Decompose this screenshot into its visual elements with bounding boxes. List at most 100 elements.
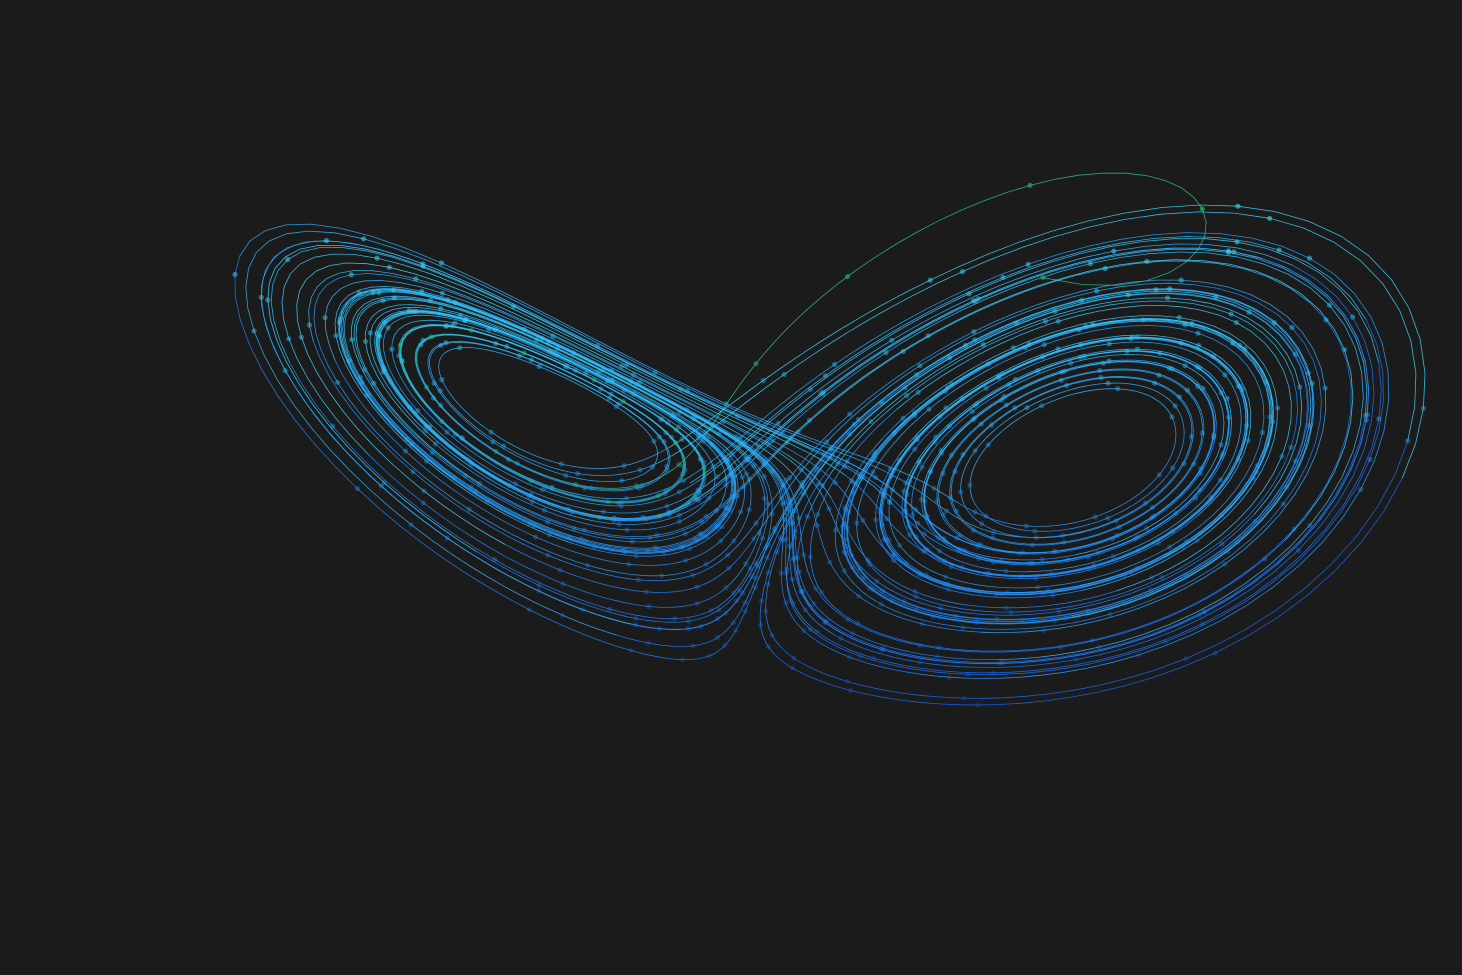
- trajectory-segment: [901, 485, 1199, 580]
- trajectory-point: [1195, 383, 1201, 389]
- trajectory-point: [1032, 528, 1038, 534]
- trajectory-point: [888, 473, 894, 479]
- trajectory-point: [445, 297, 451, 303]
- trajectory-segment: [881, 457, 1263, 595]
- trajectory-point: [1042, 318, 1048, 324]
- trajectory-segment: [810, 408, 898, 614]
- trajectory-segment: [527, 332, 785, 552]
- trajectory-point: [910, 511, 916, 518]
- trajectory-point: [737, 435, 744, 441]
- trajectory-point: [462, 317, 468, 323]
- trajectory-segment: [786, 464, 832, 633]
- trajectory-point: [787, 543, 793, 549]
- trajectory-point: [891, 430, 897, 436]
- trajectory-point: [1029, 542, 1035, 548]
- trajectory-segment: [416, 354, 662, 491]
- trajectory-point: [672, 616, 678, 622]
- trajectory-point: [917, 363, 923, 369]
- trajectory-segment: [924, 361, 1129, 546]
- trajectory-point: [774, 549, 780, 555]
- trajectory-point: [719, 524, 725, 530]
- trajectory-point: [807, 386, 814, 392]
- trajectory-point: [723, 584, 729, 591]
- trajectory-point: [1079, 583, 1085, 589]
- trajectory-point: [693, 414, 699, 420]
- trajectory-point: [378, 483, 384, 489]
- trajectory-segment: [899, 288, 1315, 619]
- trajectory-point: [1035, 368, 1041, 374]
- trajectory-point: [937, 414, 943, 420]
- trajectory-point: [780, 481, 786, 488]
- trajectory-point: [1309, 380, 1315, 386]
- trajectory-point: [1096, 644, 1102, 650]
- trajectory-point: [840, 523, 846, 530]
- trajectory-segment: [506, 454, 707, 522]
- trajectory-point: [608, 367, 615, 373]
- trajectory-point: [734, 598, 740, 604]
- trajectory-point: [758, 598, 765, 604]
- trajectory-point: [782, 500, 788, 506]
- trajectory-point: [620, 398, 626, 404]
- trajectory-point: [282, 368, 288, 374]
- trajectory-point: [906, 524, 912, 530]
- trajectory-point: [975, 296, 981, 302]
- trajectory-point: [631, 372, 637, 378]
- trajectory-point: [600, 509, 607, 515]
- trajectory-point: [714, 616, 721, 622]
- trajectory-point: [713, 524, 720, 530]
- trajectory-segment: [882, 305, 1309, 621]
- trajectory-point: [468, 327, 474, 333]
- trajectory-point: [936, 644, 942, 651]
- trajectory-point: [1219, 541, 1225, 547]
- trajectory-point: [361, 367, 368, 373]
- trajectory-point: [753, 520, 759, 526]
- trajectory-point: [459, 435, 465, 441]
- trajectory-point: [1083, 323, 1089, 329]
- trajectory-point: [426, 424, 433, 430]
- trajectory-point: [1052, 308, 1058, 314]
- trajectory-point: [1271, 320, 1277, 326]
- trajectory-point: [755, 563, 761, 569]
- trajectory-point: [739, 474, 745, 480]
- trajectory-point: [815, 511, 821, 518]
- trajectory-point: [673, 440, 679, 446]
- trajectory-point: [783, 570, 789, 576]
- trajectory-point: [726, 565, 732, 571]
- trajectory-point: [621, 463, 627, 469]
- trajectory-point: [752, 584, 758, 591]
- trajectory-point: [722, 610, 729, 616]
- trajectory-point: [370, 289, 376, 296]
- trajectory-point: [798, 466, 804, 473]
- trajectory-point: [677, 409, 683, 415]
- trajectory-point: [901, 488, 907, 494]
- trajectory-point: [464, 456, 470, 462]
- trajectory-segment: [438, 296, 796, 538]
- trajectory-segment: [969, 388, 1173, 501]
- trajectory-point: [788, 434, 794, 440]
- trajectory-point: [725, 457, 731, 463]
- trajectory-point: [930, 613, 936, 620]
- trajectory-point: [787, 475, 793, 481]
- trajectory-segment: [724, 249, 1368, 481]
- trajectory-point: [697, 531, 703, 537]
- trajectory-point: [606, 395, 612, 401]
- trajectory-point: [251, 328, 257, 334]
- trajectory-point: [1027, 182, 1033, 188]
- trajectory-point: [759, 535, 766, 541]
- trajectory-point: [1197, 612, 1203, 618]
- trajectory-point: [463, 316, 470, 323]
- trajectory-point: [468, 484, 474, 490]
- trajectory-point: [787, 501, 793, 507]
- trajectory-point: [1217, 477, 1224, 483]
- trajectory-point: [639, 483, 645, 489]
- trajectory-point: [1211, 434, 1217, 441]
- trajectory-segment: [391, 319, 716, 485]
- trajectory-point: [850, 630, 856, 636]
- trajectory-point: [713, 507, 719, 514]
- trajectory-point: [953, 508, 959, 514]
- trajectory-point: [484, 499, 490, 505]
- trajectory-point: [960, 624, 966, 630]
- trajectory-point: [884, 516, 890, 522]
- trajectory-point: [1143, 525, 1150, 532]
- trajectory-point: [527, 520, 533, 526]
